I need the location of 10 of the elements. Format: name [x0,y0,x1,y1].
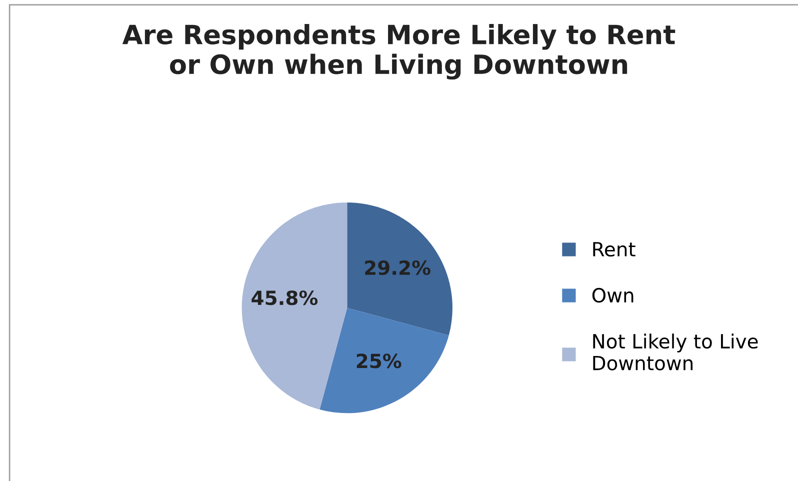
data-label: 45.8% [252,290,318,306]
data-label: 29.2% [365,260,430,276]
legend-label: Not Likely to Live Downtown [593,334,758,370]
pie-slice [320,308,449,414]
data-label: 25% [356,354,402,368]
legend-label: Own [592,288,634,303]
legend-label: Rent [593,242,636,257]
pie-slice [242,202,348,410]
chart-title: Are Respondents More Likely to Rent or Own when Living Downtown [122,24,676,80]
pie-slice [347,202,452,336]
